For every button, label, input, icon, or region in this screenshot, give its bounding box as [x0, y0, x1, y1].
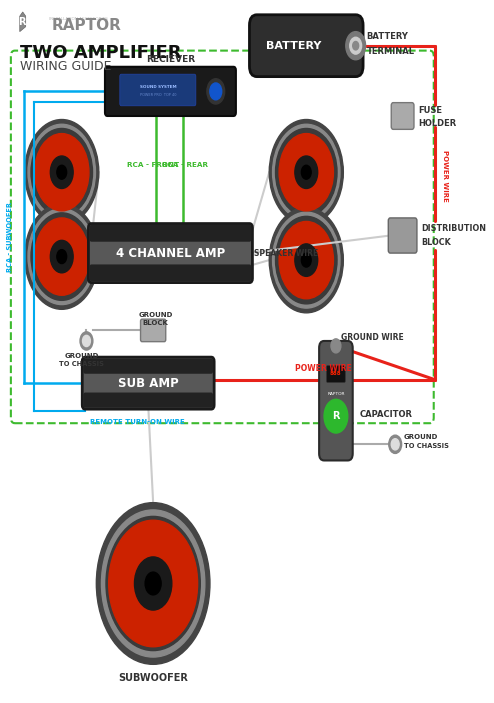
- FancyBboxPatch shape: [388, 218, 417, 253]
- Text: RCA - REAR: RCA - REAR: [162, 162, 208, 167]
- Circle shape: [331, 339, 341, 353]
- Circle shape: [82, 335, 90, 347]
- FancyBboxPatch shape: [89, 264, 251, 281]
- Circle shape: [31, 213, 92, 300]
- Circle shape: [35, 218, 89, 295]
- Circle shape: [28, 209, 95, 304]
- FancyBboxPatch shape: [89, 225, 251, 242]
- Text: GROUND: GROUND: [64, 354, 99, 359]
- Circle shape: [50, 156, 73, 188]
- Circle shape: [109, 520, 198, 647]
- Circle shape: [273, 212, 340, 308]
- Text: RAPTOR: RAPTOR: [327, 392, 345, 396]
- Text: TWO AMPLIFIER: TWO AMPLIFIER: [20, 44, 181, 62]
- FancyBboxPatch shape: [327, 366, 345, 382]
- Text: POWER WIRE: POWER WIRE: [442, 150, 448, 202]
- Text: SUBWOOFER: SUBWOOFER: [118, 673, 188, 683]
- Circle shape: [210, 83, 222, 100]
- Circle shape: [31, 129, 92, 216]
- FancyBboxPatch shape: [249, 15, 363, 77]
- Text: GROUND: GROUND: [138, 312, 173, 318]
- Circle shape: [25, 120, 99, 225]
- Circle shape: [279, 134, 333, 211]
- Text: GROUND WIRE: GROUND WIRE: [341, 333, 404, 342]
- Circle shape: [301, 253, 311, 267]
- Circle shape: [295, 156, 318, 188]
- Text: DISTRIBUTION: DISTRIBUTION: [421, 224, 487, 233]
- Circle shape: [35, 134, 89, 211]
- Text: RCA - FRONT: RCA - FRONT: [127, 162, 179, 167]
- FancyBboxPatch shape: [83, 392, 213, 408]
- Text: BATTERY: BATTERY: [266, 41, 322, 51]
- Circle shape: [389, 435, 402, 453]
- Text: REMOTE TURN-ON WIRE: REMOTE TURN-ON WIRE: [90, 419, 185, 425]
- FancyBboxPatch shape: [88, 224, 252, 283]
- Text: 888: 888: [330, 371, 342, 377]
- Text: WIRING GUIDE: WIRING GUIDE: [20, 60, 111, 73]
- Text: RCA - SUBWOOFER: RCA - SUBWOOFER: [7, 202, 13, 272]
- FancyBboxPatch shape: [319, 341, 353, 460]
- FancyBboxPatch shape: [83, 359, 213, 374]
- Text: RAPTOR: RAPTOR: [52, 18, 122, 33]
- Circle shape: [301, 165, 311, 179]
- Text: GROUND: GROUND: [404, 434, 439, 440]
- Text: BLOCK: BLOCK: [143, 321, 168, 326]
- Circle shape: [145, 572, 161, 595]
- Text: HOLDER: HOLDER: [418, 119, 456, 127]
- Polygon shape: [20, 12, 26, 32]
- FancyBboxPatch shape: [105, 67, 236, 116]
- Circle shape: [295, 244, 318, 276]
- Text: POWER WIRE: POWER WIRE: [294, 364, 351, 373]
- Circle shape: [346, 32, 366, 60]
- Text: TO CHASSIS: TO CHASSIS: [404, 444, 449, 449]
- Circle shape: [391, 439, 399, 450]
- Text: R: R: [18, 17, 26, 27]
- Circle shape: [96, 503, 210, 664]
- Circle shape: [101, 510, 205, 657]
- Circle shape: [106, 517, 200, 650]
- Text: BLOCK: BLOCK: [421, 238, 451, 247]
- FancyBboxPatch shape: [120, 74, 196, 105]
- Circle shape: [324, 399, 348, 433]
- Circle shape: [50, 240, 73, 273]
- FancyBboxPatch shape: [391, 103, 414, 129]
- Text: SUB AMP: SUB AMP: [118, 377, 178, 389]
- Circle shape: [57, 250, 67, 264]
- Text: SOUND SYSTEM: SOUND SYSTEM: [139, 85, 176, 89]
- Circle shape: [207, 79, 225, 104]
- Circle shape: [279, 221, 333, 299]
- Text: FUSE: FUSE: [418, 106, 443, 115]
- Circle shape: [273, 124, 340, 220]
- Circle shape: [25, 204, 99, 309]
- Text: RECIEVER: RECIEVER: [146, 56, 195, 64]
- Circle shape: [80, 332, 93, 350]
- Circle shape: [269, 207, 343, 313]
- Circle shape: [353, 41, 359, 50]
- Circle shape: [134, 557, 172, 610]
- Text: INSTALLATION ACCESSORIES: INSTALLATION ACCESSORIES: [49, 17, 108, 21]
- Text: 4 CHANNEL AMP: 4 CHANNEL AMP: [116, 247, 225, 259]
- FancyBboxPatch shape: [82, 357, 214, 409]
- Circle shape: [269, 120, 343, 225]
- Circle shape: [350, 37, 362, 54]
- Text: TERMINAL: TERMINAL: [367, 47, 414, 56]
- Text: POWER PRO  TOP 40: POWER PRO TOP 40: [140, 93, 176, 97]
- FancyBboxPatch shape: [140, 319, 165, 342]
- Text: SPEAKER WIRE: SPEAKER WIRE: [254, 249, 319, 257]
- Text: CAPACITOR: CAPACITOR: [360, 411, 412, 419]
- Text: R: R: [332, 411, 340, 421]
- Circle shape: [57, 165, 67, 179]
- Text: BATTERY: BATTERY: [367, 32, 409, 41]
- Circle shape: [28, 124, 95, 220]
- Circle shape: [276, 129, 337, 216]
- Circle shape: [276, 217, 337, 304]
- Text: TO CHASSIS: TO CHASSIS: [59, 361, 104, 367]
